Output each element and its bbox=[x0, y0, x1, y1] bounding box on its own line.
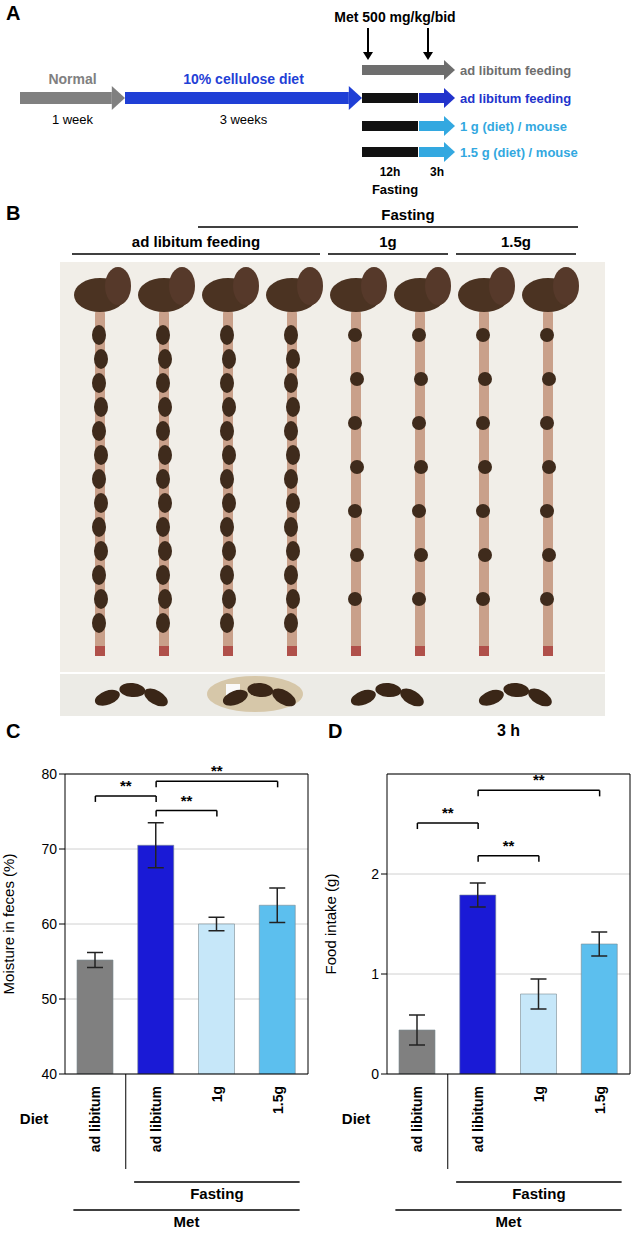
svg-text:Moisture in feces (%): Moisture in feces (%) bbox=[0, 854, 17, 995]
svg-text:Fasting: Fasting bbox=[512, 1185, 565, 1202]
svg-text:**: ** bbox=[120, 777, 132, 794]
svg-text:0: 0 bbox=[371, 1066, 379, 1082]
svg-text:1 week: 1 week bbox=[52, 112, 94, 127]
svg-text:ad libitum feeding: ad libitum feeding bbox=[460, 63, 571, 78]
html-text:C: C bbox=[6, 720, 21, 742]
svg-text:2: 2 bbox=[371, 866, 379, 882]
svg-text:3 weeks: 3 weeks bbox=[220, 112, 268, 127]
svg-text:B: B bbox=[6, 202, 20, 224]
svg-text:ad libitum: ad libitum bbox=[148, 1086, 164, 1152]
html-text:3 h: 3 h bbox=[496, 722, 521, 739]
svg-text:1g: 1g bbox=[379, 233, 397, 250]
svg-text:1.5g: 1.5g bbox=[501, 233, 531, 250]
svg-text:**: ** bbox=[533, 771, 545, 788]
svg-text:Normal: Normal bbox=[48, 71, 96, 87]
svg-text:Diet: Diet bbox=[20, 1110, 48, 1127]
svg-text:**: ** bbox=[442, 804, 454, 821]
svg-text:ad libitum: ad libitum bbox=[470, 1086, 486, 1152]
svg-text:1: 1 bbox=[371, 966, 379, 982]
svg-text:70: 70 bbox=[41, 841, 57, 857]
svg-text:1g: 1g bbox=[531, 1086, 547, 1102]
svg-text:Met 500 mg/kg/bid: Met 500 mg/kg/bid bbox=[334, 9, 455, 25]
svg-text:Fasting: Fasting bbox=[381, 206, 434, 223]
svg-text:1.5g: 1.5g bbox=[592, 1086, 608, 1114]
svg-text:1g: 1g bbox=[209, 1086, 225, 1102]
svg-text:A: A bbox=[6, 2, 20, 24]
svg-text:50: 50 bbox=[41, 991, 57, 1007]
svg-text:60: 60 bbox=[41, 916, 57, 932]
svg-text:3h: 3h bbox=[430, 165, 444, 179]
svg-text:Diet: Diet bbox=[342, 1110, 370, 1127]
svg-text:**: ** bbox=[503, 837, 515, 854]
svg-text:12h: 12h bbox=[380, 165, 401, 179]
svg-text:Fasting: Fasting bbox=[190, 1185, 243, 1202]
svg-text:**: ** bbox=[181, 792, 193, 809]
svg-text:10% cellulose diet: 10% cellulose diet bbox=[183, 71, 304, 87]
svg-text:Food intake (g): Food intake (g) bbox=[322, 874, 339, 975]
svg-text:ad libitum: ad libitum bbox=[409, 1086, 425, 1152]
svg-text:40: 40 bbox=[41, 1066, 57, 1082]
svg-text:Met: Met bbox=[174, 1213, 200, 1230]
svg-text:Met: Met bbox=[496, 1213, 522, 1230]
svg-text:ad libitum feeding: ad libitum feeding bbox=[132, 233, 260, 250]
html-text:D: D bbox=[328, 720, 343, 742]
svg-text:Fasting: Fasting bbox=[372, 182, 418, 197]
svg-text:1 g (diet) / mouse: 1 g (diet) / mouse bbox=[460, 119, 567, 134]
svg-text:1.5g: 1.5g bbox=[270, 1086, 286, 1114]
svg-text:80: 80 bbox=[41, 766, 57, 782]
svg-text:**: ** bbox=[211, 762, 223, 779]
svg-text:ad libitum feeding: ad libitum feeding bbox=[460, 91, 571, 106]
svg-text:ad libitum: ad libitum bbox=[87, 1086, 103, 1152]
svg-text:1.5 g (diet) / mouse: 1.5 g (diet) / mouse bbox=[460, 145, 578, 160]
